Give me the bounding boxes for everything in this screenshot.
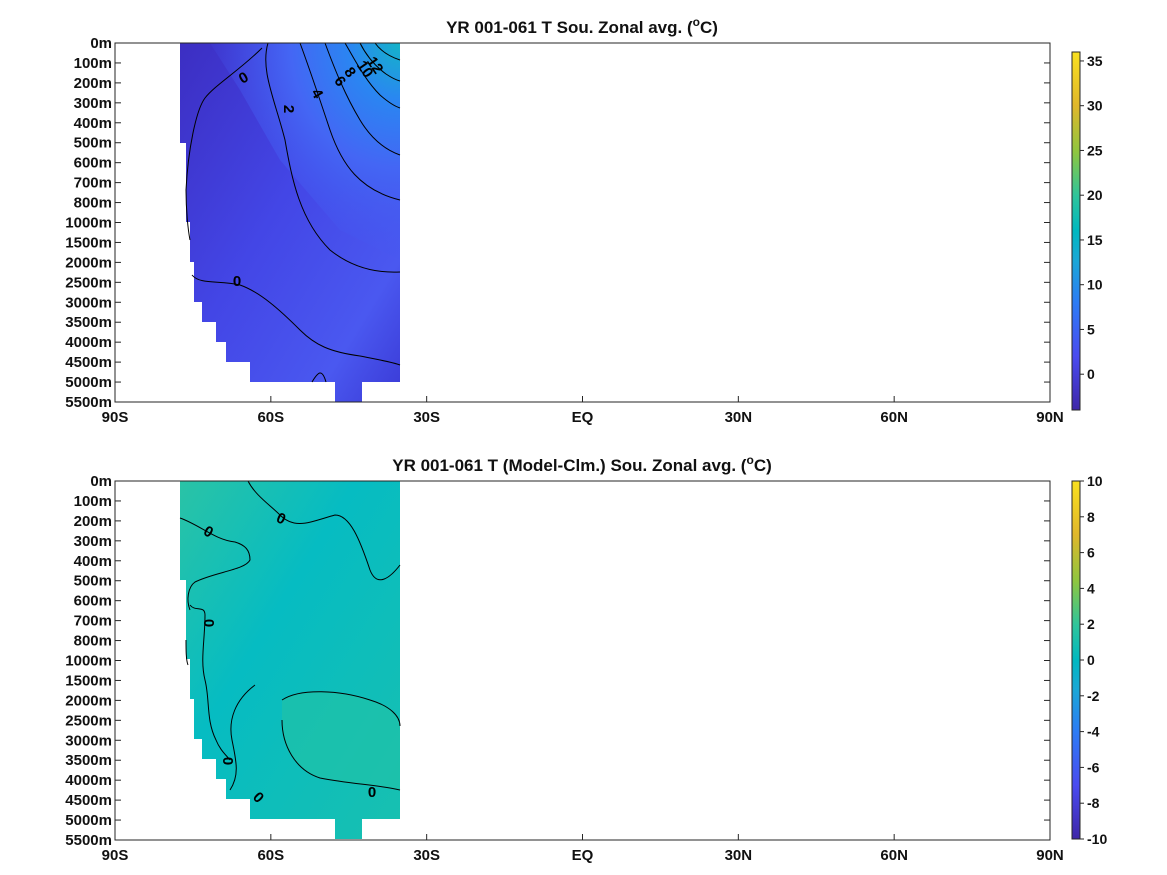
x-tick-label: 60S [257,847,284,864]
panel2-colorbar: 10 8 6 4 2 0 -2 -4 -6 -8 -10 [1071,473,1107,847]
colorbar-tick-label: -10 [1087,831,1107,847]
x-tick-label: 30S [413,847,440,864]
panel2-warm-patch [281,691,400,790]
x-tick-label: EQ [572,409,594,426]
panel2-title: YR 001-061 T (Model-Clm.) Sou. Zonal avg… [392,453,772,475]
panel2-x-axis: 90S 60S 30S EQ 30N 60N 90N [102,834,1064,864]
panel-anomaly: YR 001-061 T (Model-Clm.) Sou. Zonal avg… [65,453,1107,864]
colorbar-tick-label: 35 [1087,53,1103,69]
panel1-warm-surface [210,43,400,260]
y-tick-label: 1500m [65,672,112,689]
colorbar-tick-label: 10 [1087,473,1103,489]
panel1-contour-label: 2 [280,105,297,113]
colorbar-tick-label: 2 [1087,616,1095,632]
panel1-y-axis: 0m 100m 200m 300m 400m 500m 600m 700m 800m 1000m 1… [65,35,1050,411]
colorbar-tick-label: 10 [1087,277,1103,293]
y-tick-label: 500m [74,135,112,152]
y-tick-label: 700m [74,613,112,630]
colorbar-tick-label: -8 [1087,795,1100,811]
y-tick-label: 1500m [65,234,112,251]
y-tick-label: 1000m [65,653,112,670]
colorbar-tick-label: 0 [1087,366,1095,382]
x-tick-label: 90S [102,847,129,864]
y-tick-label: 2000m [65,254,112,271]
colorbar-tick-label: 25 [1087,142,1103,158]
y-tick-label: 5500m [65,832,112,849]
panel2-contour-label: 0 [368,784,376,801]
panel2-contour-label: 0 [219,757,236,765]
colorbar-tick-label: -2 [1087,688,1100,704]
y-tick-label: 5500m [65,394,112,411]
x-tick-label: 30N [725,409,753,426]
panel1-contour-label: 12 [363,54,386,77]
y-tick-label: 4500m [65,792,112,809]
y-tick-label: 400m [74,115,112,132]
y-tick-label: 800m [74,195,112,212]
y-tick-label: 0m [90,473,112,490]
colorbar-tick-label: 5 [1087,321,1095,337]
y-tick-label: 600m [74,155,112,172]
panel1-contours [185,42,401,383]
y-tick-label: 300m [74,533,112,550]
x-tick-label: 90S [102,409,129,426]
y-tick-label: 800m [74,633,112,650]
y-tick-label: 400m [74,553,112,570]
y-tick-label: 4000m [65,334,112,351]
panel1-colorbar-ticks: 0 5 10 15 20 25 30 35 [1080,53,1103,382]
panel2-colorbar-bar [1071,480,1081,840]
colorbar-tick-label: -6 [1087,759,1100,775]
colorbar-tick-label: 30 [1087,98,1103,114]
y-tick-label: 5000m [65,374,112,391]
panel1-colorbar-bar [1071,51,1081,411]
panel2-y-axis: 0m 100m 200m 300m 400m 500m 600m 700m 800m 1000m 1… [65,473,1050,849]
y-tick-label: 100m [74,493,112,510]
y-tick-label: 500m [74,573,112,590]
panel-temperature: YR 001-061 T Sou. Zonal avg. (oC) 0 2 4 … [65,15,1103,426]
panel1-field: 0 2 4 6 8 10 12 0 [180,42,401,402]
y-tick-label: 200m [74,513,112,530]
y-tick-label: 3000m [65,732,112,749]
y-tick-label: 0m [90,35,112,52]
panel1-colorbar: 0 5 10 15 20 25 30 35 [1071,51,1103,411]
x-tick-label: 30S [413,409,440,426]
panel1-contour-label: 10 [353,58,376,81]
x-tick-label: EQ [572,847,594,864]
y-tick-label: 300m [74,95,112,112]
x-tick-label: 90N [1036,847,1064,864]
colorbar-tick-label: 4 [1087,580,1095,596]
y-tick-label: 100m [74,55,112,72]
y-tick-label: 2500m [65,274,112,291]
x-tick-label: 30N [725,847,753,864]
panel1-contour-label: 0 [233,273,241,290]
panel2-field: 0 0 0 0 0 0 [179,480,401,839]
x-tick-label: 60S [257,409,284,426]
y-tick-label: 3500m [65,314,112,331]
colorbar-tick-label: 15 [1087,232,1103,248]
y-tick-label: 700m [74,175,112,192]
colorbar-tick-label: 0 [1087,652,1095,668]
panel1-title: YR 001-061 T Sou. Zonal avg. (oC) [446,15,718,37]
colorbar-tick-label: 8 [1087,509,1095,525]
y-tick-label: 5000m [65,812,112,829]
y-tick-label: 200m [74,75,112,92]
y-tick-label: 3500m [65,752,112,769]
y-tick-label: 3000m [65,294,112,311]
y-tick-label: 4500m [65,354,112,371]
y-tick-label: 1000m [65,215,112,232]
y-tick-label: 2500m [65,712,112,729]
y-tick-label: 4000m [65,772,112,789]
x-tick-label: 60N [880,409,908,426]
colorbar-tick-label: 6 [1087,545,1095,561]
x-tick-label: 60N [880,847,908,864]
y-tick-label: 600m [74,593,112,610]
panel1-x-axis: 90S 60S 30S EQ 30N 60N 90N [102,396,1064,426]
x-tick-label: 90N [1036,409,1064,426]
panel2-contours [179,480,401,791]
y-tick-label: 2000m [65,692,112,709]
panel2-colorbar-ticks: 10 8 6 4 2 0 -2 -4 -6 -8 -10 [1080,473,1107,847]
colorbar-tick-label: -4 [1087,724,1100,740]
panel2-contour-label: 0 [200,619,217,627]
colorbar-tick-label: 20 [1087,187,1103,203]
